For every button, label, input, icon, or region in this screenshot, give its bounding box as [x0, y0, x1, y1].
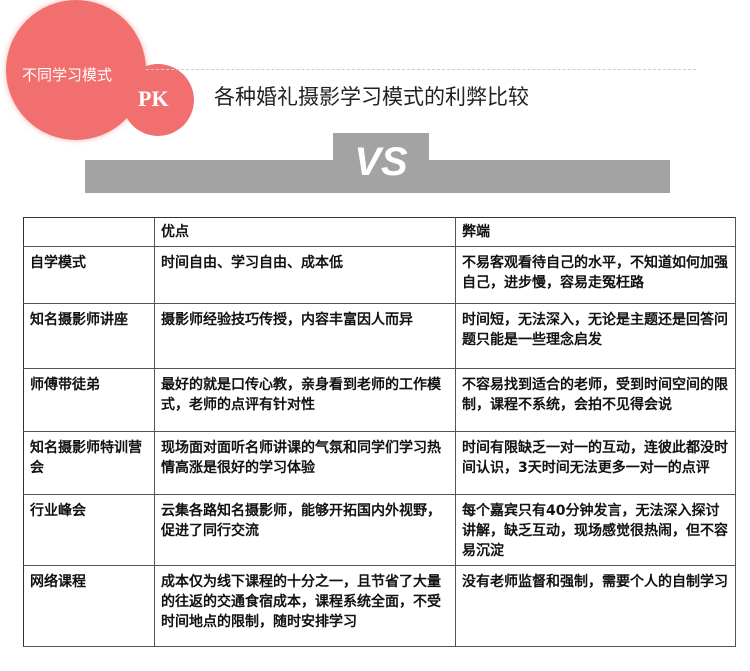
vs-banner-box: [333, 133, 429, 185]
cell-mode: 知名摄影师讲座: [23, 303, 155, 369]
pk-label: PK: [138, 86, 169, 111]
cell-cons: 不容易找到适合的老师，受到时间空间的限制，课程不系统，会拍不见得会说: [455, 368, 736, 432]
table-header-row: 优点 弊端: [23, 217, 736, 247]
cell-mode: 自学模式: [23, 246, 155, 304]
cell-pros: 时间自由、学习自由、成本低: [154, 246, 456, 304]
comparison-table: 优点 弊端 自学模式 时间自由、学习自由、成本低 不易客观看待自己的水平，不知道…: [23, 217, 736, 647]
table-row: 知名摄影师讲座 摄影师经验技巧传授，内容丰富因人而异 时间短，无法深入，无论是主…: [23, 303, 736, 369]
cell-cons: 每个嘉宾只有40分钟发言，无法深入探讨讲解，缺乏互动，现场感觉很热闹，但不容易沉…: [455, 494, 736, 566]
table-row: 自学模式 时间自由、学习自由、成本低 不易客观看待自己的水平，不知道如何加强自己…: [23, 246, 736, 304]
table-row: 网络课程 成本仅为线下课程的十分之一，且节省了大量的往返的交通食宿成本，课程系统…: [23, 565, 736, 647]
cell-pros: 摄影师经验技巧传授，内容丰富因人而异: [154, 303, 456, 369]
page-title: 各种婚礼摄影学习模式的利弊比较: [214, 85, 529, 109]
cell-cons: 没有老师监督和强制，需要个人的自制学习: [455, 565, 736, 647]
badge-circle-small: [122, 64, 194, 136]
header-mode: [23, 217, 155, 247]
cell-cons: 时间短，无法深入，无论是主题还是回答问题只能是一些理念启发: [455, 303, 736, 369]
cell-pros: 云集各路知名摄影师，能够开拓国内外视野，促进了同行交流: [154, 494, 456, 566]
table-row: 行业峰会 云集各路知名摄影师，能够开拓国内外视野，促进了同行交流 每个嘉宾只有4…: [23, 494, 736, 566]
cell-cons: 不易客观看待自己的水平，不知道如何加强自己，进步慢，容易走冤枉路: [455, 246, 736, 304]
header-pros: 优点: [154, 217, 456, 247]
cell-pros: 成本仅为线下课程的十分之一，且节省了大量的往返的交通食宿成本，课程系统全面，不受…: [154, 565, 456, 647]
cell-mode: 行业峰会: [23, 494, 155, 566]
header-cons: 弊端: [455, 217, 736, 247]
vs-label: VS: [354, 140, 408, 184]
dotted-divider: [146, 69, 696, 70]
table-row: 师傅带徒弟 最好的就是口传心教，亲身看到老师的工作模式，老师的点评有针对性 不容…: [23, 368, 736, 432]
badge-circle-large: [6, 0, 146, 140]
cell-cons: 时间有限缺乏一对一的互动，连彼此都没时间认识，3天时间无法更多一对一的点评: [455, 431, 736, 495]
cell-mode: 知名摄影师特训营会: [23, 431, 155, 495]
badge-text: 不同学习模式: [22, 66, 113, 84]
table-row: 知名摄影师特训营会 现场面对面听名师讲课的气氛和同学们学习热情高涨是很好的学习体…: [23, 431, 736, 495]
cell-mode: 师傅带徒弟: [23, 368, 155, 432]
cell-mode: 网络课程: [23, 565, 155, 647]
cell-pros: 最好的就是口传心教，亲身看到老师的工作模式，老师的点评有针对性: [154, 368, 456, 432]
cell-pros: 现场面对面听名师讲课的气氛和同学们学习热情高涨是很好的学习体验: [154, 431, 456, 495]
